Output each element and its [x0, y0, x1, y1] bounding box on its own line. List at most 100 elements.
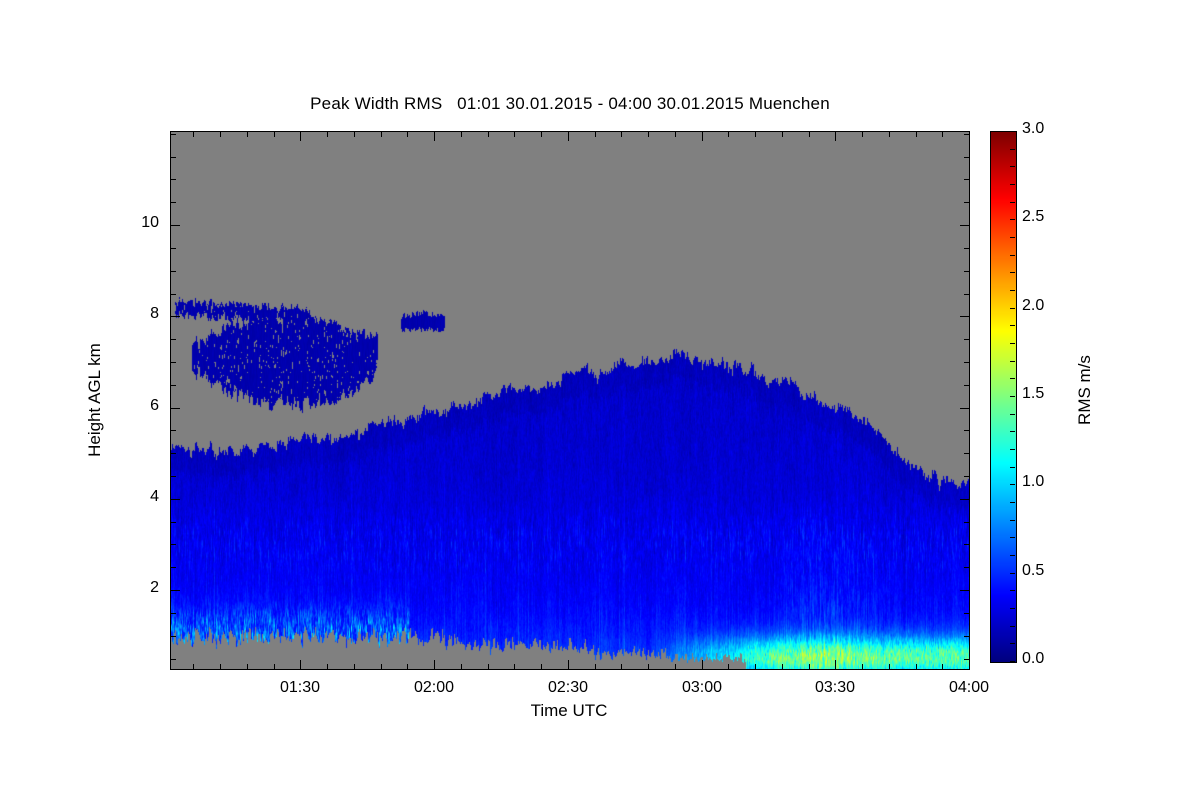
- x-axis-major-tick: [969, 132, 970, 141]
- y-axis-tick-label: 8: [150, 305, 159, 322]
- x-axis-minor-tick: [595, 664, 596, 669]
- x-axis-major-tick: [300, 660, 301, 669]
- x-axis-minor-tick: [407, 664, 408, 669]
- x-axis-minor-tick: [247, 132, 248, 137]
- colorbar-tick: [1010, 325, 1015, 326]
- y-axis-minor-tick: [964, 613, 969, 614]
- x-axis-major-tick: [434, 660, 435, 669]
- y-axis-minor-tick: [964, 430, 969, 431]
- y-axis-minor-tick: [171, 567, 176, 568]
- heatmap-plot-area[interactable]: [170, 131, 970, 670]
- x-axis-minor-tick: [327, 664, 328, 669]
- y-axis-minor-tick: [171, 385, 176, 386]
- x-axis-tick-label: 02:00: [413, 679, 455, 696]
- x-axis-minor-tick: [889, 132, 890, 137]
- x-axis-minor-tick: [782, 132, 783, 137]
- x-axis-major-tick: [434, 132, 435, 141]
- colorbar-tick: [1010, 661, 1015, 662]
- y-axis-minor-tick: [964, 362, 969, 363]
- y-axis-tick-label: 4: [150, 488, 159, 505]
- x-axis-label: Time UTC: [530, 701, 608, 720]
- y-axis-tick-label: 10: [141, 214, 159, 231]
- colorbar-tick: [1010, 308, 1015, 309]
- y-axis-minor-tick: [964, 659, 969, 660]
- y-axis-minor-tick: [171, 179, 176, 180]
- y-axis-minor-tick: [964, 248, 969, 249]
- y-axis-minor-tick: [964, 385, 969, 386]
- x-axis-minor-tick: [541, 132, 542, 137]
- colorbar-tick-label: 3.0: [1022, 120, 1045, 137]
- y-axis-minor-tick: [171, 476, 176, 477]
- y-axis-minor-tick: [171, 613, 176, 614]
- y-axis-minor-tick: [171, 271, 176, 272]
- y-axis-minor-tick: [171, 453, 176, 454]
- colorbar-tick: [1010, 237, 1015, 238]
- colorbar-tick: [1010, 131, 1015, 132]
- x-axis-minor-tick: [916, 664, 917, 669]
- colorbar-tick: [1010, 626, 1015, 627]
- heatmap-image: [171, 132, 969, 669]
- y-axis-minor-tick: [964, 453, 969, 454]
- colorbar-tick: [1010, 608, 1015, 609]
- y-axis-minor-tick: [171, 430, 176, 431]
- x-axis-minor-tick: [942, 132, 943, 137]
- x-axis-major-tick: [702, 660, 703, 669]
- x-axis-major-tick: [969, 660, 970, 669]
- y-axis-major-tick: [960, 590, 969, 591]
- colorbar-tick: [1010, 484, 1015, 485]
- y-axis-minor-tick: [964, 202, 969, 203]
- y-axis-minor-tick: [964, 134, 969, 135]
- y-axis-minor-tick: [964, 636, 969, 637]
- colorbar-tick: [1010, 149, 1015, 150]
- x-axis-minor-tick: [327, 132, 328, 137]
- x-axis-major-tick: [568, 660, 569, 669]
- colorbar-tick-label: 1.0: [1022, 473, 1045, 491]
- y-axis-label: Height AGL km: [85, 343, 104, 457]
- x-axis-minor-tick: [381, 664, 382, 669]
- colorbar-tick: [1010, 219, 1015, 220]
- y-axis-major-tick: [171, 499, 180, 500]
- colorbar-label: RMS m/s: [1075, 355, 1094, 425]
- colorbar-tick: [1010, 343, 1015, 344]
- x-axis-minor-tick: [916, 132, 917, 137]
- x-axis-minor-tick: [755, 132, 756, 137]
- x-axis-minor-tick: [755, 664, 756, 669]
- x-axis-minor-tick: [514, 132, 515, 137]
- x-axis-minor-tick: [274, 132, 275, 137]
- x-axis-minor-tick: [381, 132, 382, 137]
- colorbar-tick-label: 2.5: [1022, 208, 1045, 226]
- y-axis-major-tick: [960, 408, 969, 409]
- x-axis-minor-tick: [461, 132, 462, 137]
- colorbar-tick: [1010, 290, 1015, 291]
- colorbar-tick: [1010, 396, 1015, 397]
- x-axis-minor-tick: [354, 132, 355, 137]
- x-axis-minor-tick: [407, 132, 408, 137]
- colorbar-tick: [1010, 537, 1015, 538]
- x-axis-minor-tick: [220, 664, 221, 669]
- x-axis-minor-tick: [193, 664, 194, 669]
- x-axis-major-tick: [702, 132, 703, 141]
- x-axis-major-tick: [300, 132, 301, 141]
- x-axis-minor-tick: [862, 664, 863, 669]
- x-axis-minor-tick: [461, 664, 462, 669]
- y-axis-minor-tick: [171, 636, 176, 637]
- x-axis-minor-tick: [648, 664, 649, 669]
- y-axis-minor-tick: [964, 179, 969, 180]
- y-axis-major-tick: [960, 499, 969, 500]
- y-axis-major-tick: [171, 316, 180, 317]
- y-axis-minor-tick: [171, 522, 176, 523]
- y-axis-minor-tick: [964, 339, 969, 340]
- x-axis-minor-tick: [889, 664, 890, 669]
- colorbar-tick: [1010, 166, 1015, 167]
- y-axis-minor-tick: [171, 659, 176, 660]
- x-axis-minor-tick: [514, 664, 515, 669]
- y-axis-minor-tick: [964, 567, 969, 568]
- x-axis-minor-tick: [809, 132, 810, 137]
- y-axis-minor-tick: [171, 202, 176, 203]
- colorbar[interactable]: [990, 131, 1017, 663]
- x-axis-minor-tick: [782, 664, 783, 669]
- colorbar-tick: [1010, 573, 1015, 574]
- colorbar-tick-label: 0.5: [1022, 561, 1045, 579]
- x-axis-minor-tick: [862, 132, 863, 137]
- x-axis-tick-label: 02:30: [547, 679, 589, 696]
